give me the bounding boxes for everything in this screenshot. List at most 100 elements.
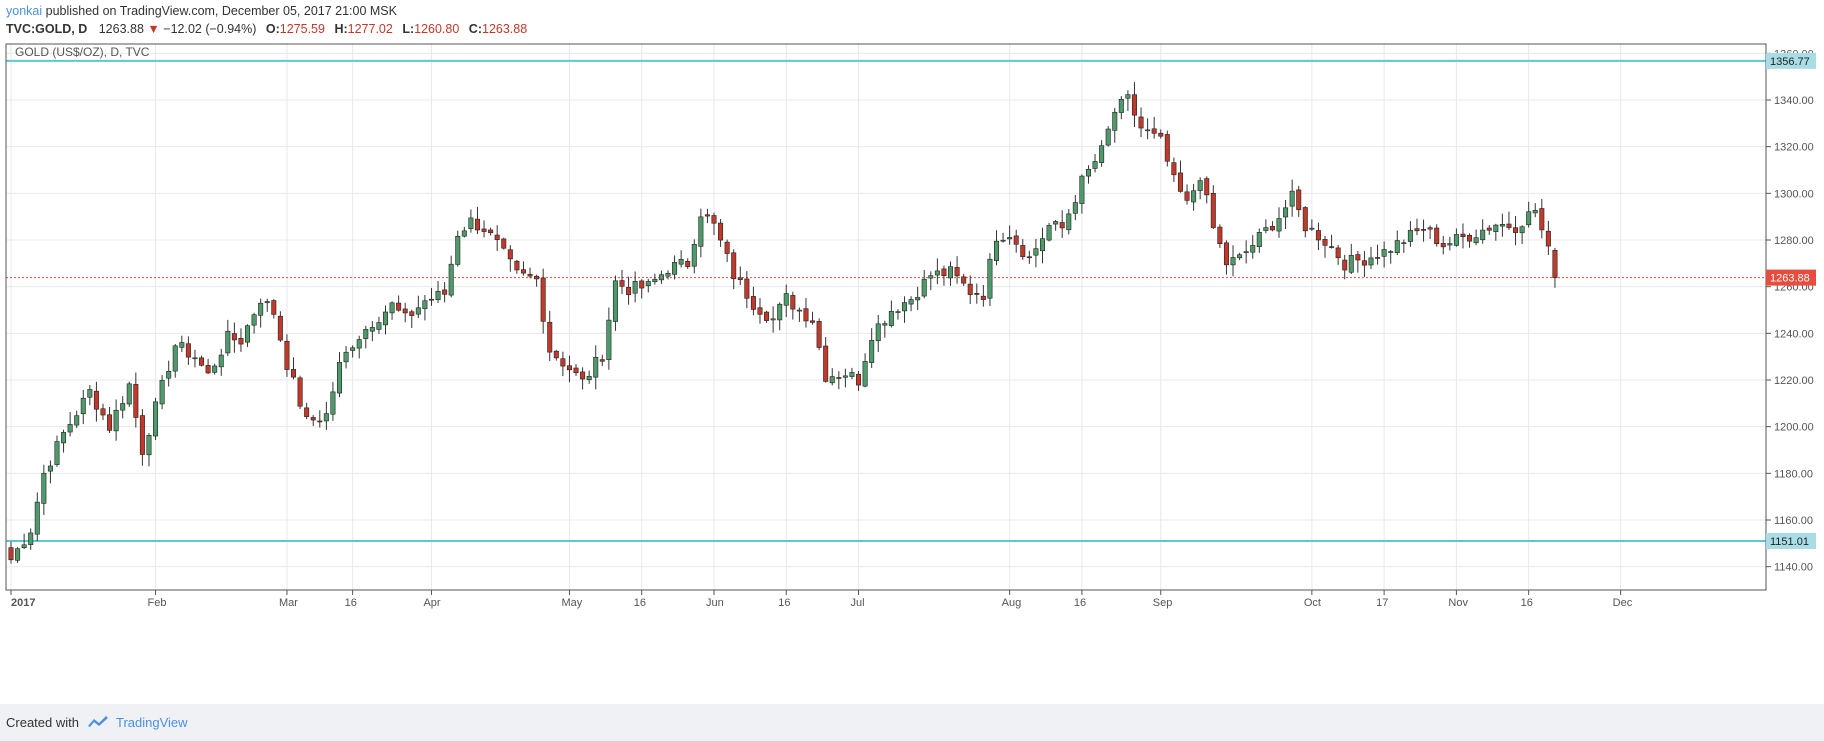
candle-body xyxy=(238,338,244,345)
bullish-candle xyxy=(1381,241,1387,268)
bearish-candle xyxy=(100,403,106,421)
bearish-candle xyxy=(1302,206,1308,238)
bearish-candle xyxy=(93,381,99,422)
bullish-candle xyxy=(61,429,67,453)
candle-body xyxy=(93,390,99,410)
candle-body xyxy=(573,367,579,374)
bullish-candle xyxy=(1053,220,1059,231)
candle-body xyxy=(520,269,526,274)
bearish-candle xyxy=(481,220,487,238)
candle-body xyxy=(1361,260,1367,266)
bearish-candle xyxy=(961,273,967,286)
bearish-candle xyxy=(1506,211,1512,230)
bearish-candle xyxy=(704,208,710,224)
bearish-candle xyxy=(494,225,500,251)
candle-body xyxy=(494,234,500,240)
candle-body xyxy=(691,244,697,267)
price-axis[interactable]: 1140.00 1160.00 1180.00 1200.00 1220.00 1240.… xyxy=(1766,48,1816,574)
x-tick-label: May xyxy=(561,597,582,609)
candle-body xyxy=(1007,237,1013,240)
candle-body xyxy=(645,281,651,287)
bullish-candle xyxy=(672,255,678,280)
bullish-candle xyxy=(218,348,224,376)
bullish-candle xyxy=(586,370,592,384)
bearish-candle xyxy=(442,282,448,303)
bullish-candle xyxy=(435,280,441,303)
candle-body xyxy=(1191,190,1197,203)
bearish-candle xyxy=(284,334,290,377)
footer: Created with TradingView xyxy=(0,704,1824,741)
x-tick-label: 16 xyxy=(345,597,357,609)
candle-body xyxy=(1388,251,1394,253)
bearish-candle xyxy=(1184,184,1190,205)
bearish-candle xyxy=(1322,235,1328,258)
bearish-candle xyxy=(724,239,730,263)
candle-body xyxy=(1407,230,1413,242)
candle-body xyxy=(652,278,658,283)
candle-body xyxy=(527,273,533,277)
bearish-candle xyxy=(553,349,559,361)
x-tick-label: Jul xyxy=(851,597,865,609)
chart-area[interactable]: GOLD (US$/OZ), D, TVC 1140.00 1160.00 1180… xyxy=(0,42,1824,704)
bullish-candle xyxy=(928,271,934,291)
candle-body xyxy=(1177,172,1183,192)
candle-body xyxy=(212,365,218,373)
bearish-candle xyxy=(1342,254,1348,280)
bullish-candle xyxy=(948,261,954,286)
x-tick-label: 16 xyxy=(778,597,790,609)
candle-body xyxy=(658,274,664,281)
price-chart[interactable]: GOLD (US$/OZ), D, TVC 1140.00 1160.00 1180… xyxy=(0,42,1824,704)
candle-body xyxy=(323,413,329,422)
tradingview-brand-link[interactable]: TradingView xyxy=(116,715,188,730)
candle-body xyxy=(382,311,388,326)
bullish-candle xyxy=(908,296,914,312)
candle-body xyxy=(1151,128,1157,134)
candle-body xyxy=(823,345,829,382)
candle-body xyxy=(612,280,618,322)
bearish-candle xyxy=(764,310,770,323)
candle-body xyxy=(428,298,434,301)
bullish-candle xyxy=(179,335,185,353)
bullish-candle xyxy=(895,309,901,320)
candle-body xyxy=(153,401,159,437)
bullish-candle xyxy=(1532,203,1538,218)
candle-body xyxy=(80,397,86,415)
x-tick-label: 16 xyxy=(634,597,646,609)
bearish-candle xyxy=(619,269,625,295)
candle-body xyxy=(264,301,270,304)
bullish-candle xyxy=(363,325,369,349)
y-tick-label: 1300.00 xyxy=(1774,188,1814,200)
bearish-candle xyxy=(757,298,763,324)
candle-body xyxy=(54,441,60,465)
y-tick-label: 1180.00 xyxy=(1774,468,1813,480)
bullish-candle xyxy=(915,286,921,311)
bullish-candle xyxy=(422,295,428,321)
candle-body xyxy=(678,259,684,265)
candle-body xyxy=(1000,239,1006,242)
candle-body xyxy=(1335,247,1341,259)
bearish-candle xyxy=(566,355,572,383)
candle-body xyxy=(1210,193,1216,228)
candle-body xyxy=(599,359,605,362)
bearish-candle xyxy=(1296,186,1302,217)
time-axis[interactable]: 2017 Feb Mar 16 Apr May 16 Jun 16 Jul Aug 16 Sep Oct 1… xyxy=(10,590,1633,609)
candle-body xyxy=(895,311,901,313)
candle-body xyxy=(245,325,251,343)
tradingview-logo-icon[interactable] xyxy=(86,713,110,729)
author-link[interactable]: yonkai xyxy=(6,4,43,18)
bearish-candle xyxy=(685,258,691,269)
bearish-candle xyxy=(1467,233,1473,248)
candle-body xyxy=(1197,180,1203,191)
candle-body xyxy=(796,309,802,312)
candle-body xyxy=(1453,234,1459,246)
candle-body xyxy=(258,302,264,316)
bearish-candle xyxy=(1013,229,1019,253)
bearish-candle xyxy=(816,318,822,351)
bullish-candle xyxy=(1453,228,1459,247)
bullish-candle xyxy=(1309,219,1315,231)
bullish-candle xyxy=(882,320,888,338)
candle-body xyxy=(836,377,842,379)
x-tick-label: 16 xyxy=(1074,597,1086,609)
candle-body xyxy=(1348,255,1354,273)
bullish-candle xyxy=(192,349,198,368)
